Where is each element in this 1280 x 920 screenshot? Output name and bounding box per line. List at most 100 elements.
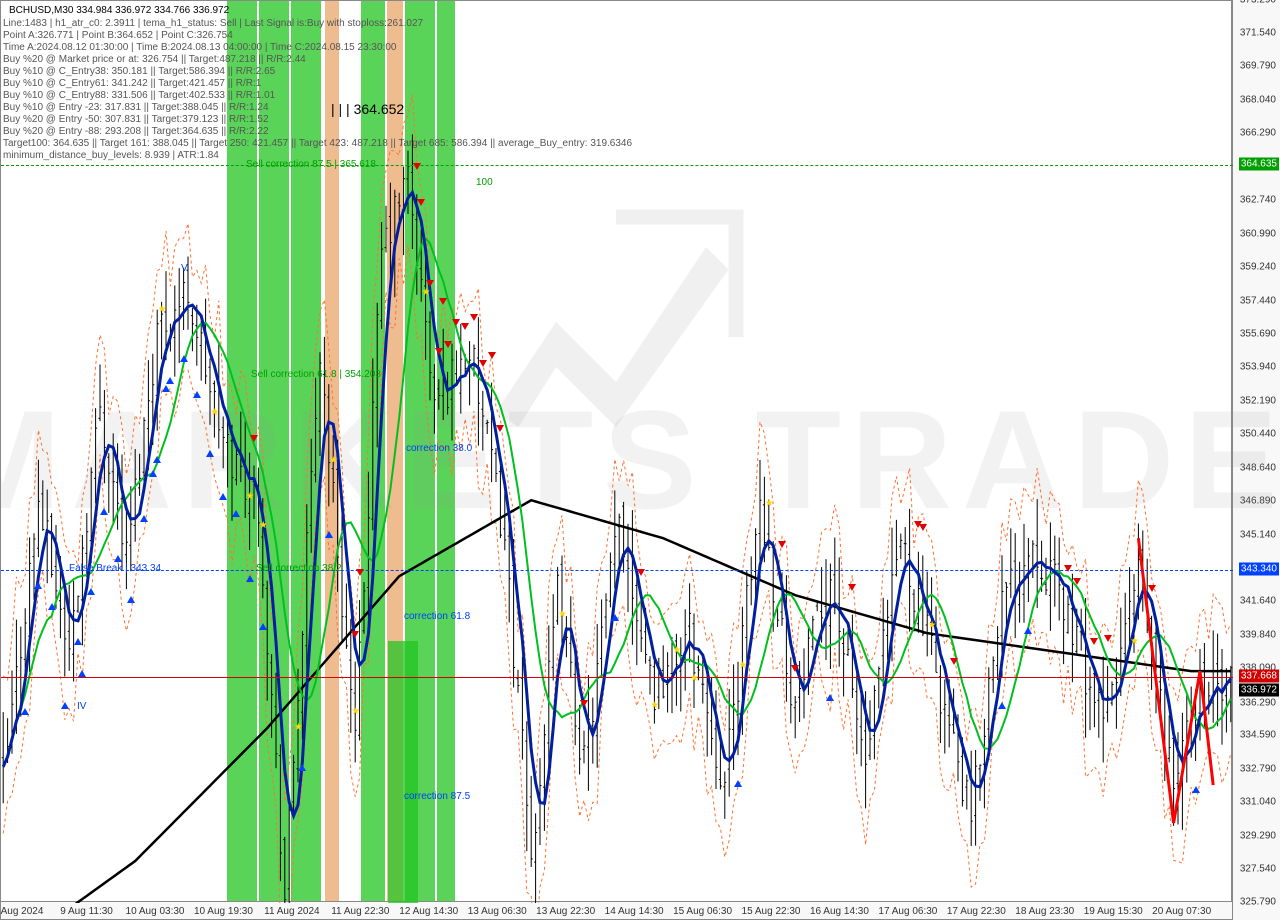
arrow-up-icon — [127, 596, 135, 603]
annotation-iv: IV — [77, 701, 86, 712]
x-axis-label: 18 Aug 23:30 — [1015, 906, 1074, 917]
y-axis-label: 332.790 — [1240, 764, 1276, 775]
star-icon: ★ — [738, 660, 746, 668]
annotation-false-break: False Break | 343.34 — [69, 563, 161, 574]
x-axis-label: 10 Aug 19:30 — [194, 906, 253, 917]
star-icon: ★ — [294, 722, 302, 730]
annotation-100: 100 — [476, 177, 493, 188]
x-axis-label: 11 Aug 22:30 — [331, 906, 389, 917]
arrow-up-icon — [61, 702, 69, 709]
annotation-sell-875: Sell correction 87.5 | 365.618 — [246, 159, 376, 170]
star-icon: ★ — [672, 645, 680, 653]
arrow-down-icon — [580, 700, 588, 707]
arrow-down-icon — [479, 360, 487, 367]
y-axis-label: 359.240 — [1240, 261, 1276, 272]
star-icon: ★ — [329, 455, 337, 463]
arrow-up-icon — [259, 623, 267, 630]
arrow-up-icon — [193, 391, 201, 398]
arrow-down-icon — [444, 341, 452, 348]
arrow-down-icon — [496, 425, 504, 432]
arrow-up-icon — [611, 614, 619, 621]
x-axis-label: 14 Aug 14:30 — [605, 906, 664, 917]
x-axis-label: 17 Aug 22:30 — [947, 906, 1006, 917]
arrow-down-icon — [417, 199, 425, 206]
arrow-down-icon — [356, 569, 364, 576]
info-line: Target100: 364.635 || Target 161: 388.04… — [3, 138, 632, 149]
arrow-up-icon — [206, 450, 214, 457]
y-axis-label: 355.690 — [1240, 329, 1276, 340]
star-icon: ★ — [928, 620, 936, 628]
symbol-ohlc: BCHUSD,M30 334.984 336.972 334.766 336.9… — [9, 5, 229, 16]
x-axis-label: 13 Aug 06:30 — [468, 906, 527, 917]
arrow-up-icon — [826, 694, 834, 701]
arrow-down-icon — [1104, 635, 1112, 642]
arrow-up-icon — [149, 470, 157, 477]
arrow-down-icon — [1073, 578, 1081, 585]
arrow-up-icon — [166, 377, 174, 384]
star-icon: ★ — [650, 700, 658, 708]
arrow-up-icon — [232, 510, 240, 517]
x-axis-label: 10 Aug 03:30 — [126, 906, 185, 917]
star-icon: ★ — [690, 673, 698, 681]
star-icon: ★ — [351, 706, 359, 714]
info-line: Buy %20 @ Entry -50: 307.831 || Target:3… — [3, 114, 269, 125]
arrow-down-icon — [461, 323, 469, 330]
star-icon: ★ — [1130, 636, 1138, 644]
x-axis-label: 16 Aug 14:30 — [810, 906, 869, 917]
chart-area[interactable]: MARKETS TRADE ★★★★★★★★★★★★★★★★ BCHUSD,M3… — [0, 0, 1232, 920]
arrow-up-icon — [153, 456, 161, 463]
arrow-up-icon — [219, 493, 227, 500]
arrow-down-icon — [1064, 565, 1072, 572]
arrow-down-icon — [470, 314, 478, 321]
arrow-up-icon — [140, 515, 148, 522]
info-line: minimum_distance_buy_levels: 8.939 | ATR… — [3, 150, 219, 161]
arrow-down-icon — [778, 541, 786, 548]
x-axis-label: 8 Aug 2024 — [0, 906, 43, 917]
star-icon: ★ — [259, 520, 267, 528]
y-axis-label: 364.635 — [1239, 158, 1279, 171]
info-line: Line:1483 | h1_atr_c0: 2.3911 | tema_h1_… — [3, 18, 423, 29]
arrow-down-icon — [250, 435, 258, 442]
arrow-down-icon — [435, 348, 443, 355]
star-icon: ★ — [765, 498, 773, 506]
star-icon: ★ — [210, 407, 218, 415]
y-axis-label: 357.440 — [1240, 295, 1276, 306]
horizontal-line — [1, 165, 1233, 166]
y-axis-label: 325.790 — [1240, 897, 1276, 908]
x-axis: 8 Aug 20249 Aug 11:3010 Aug 03:3010 Aug … — [1, 901, 1233, 919]
arrow-up-icon — [114, 555, 122, 562]
annotation-corr-618: correction 61.8 — [404, 611, 470, 622]
y-axis-label: 373.290 — [1240, 0, 1276, 6]
x-axis-label: 15 Aug 22:30 — [742, 906, 801, 917]
info-line: Buy %10 @ C_Entry61: 341.242 || Target:4… — [3, 78, 261, 89]
y-axis-label: 329.290 — [1240, 830, 1276, 841]
annotation-sell-382: Sell correction 38.2 — [256, 563, 342, 574]
y-axis-label: 336.972 — [1239, 683, 1279, 696]
x-axis-label: 13 Aug 22:30 — [536, 906, 595, 917]
arrow-up-icon — [48, 603, 56, 610]
annotation-sell-618: Sell correction 61.8 | 354.203 — [251, 369, 381, 380]
arrow-down-icon — [351, 631, 359, 638]
arrow-up-icon — [325, 531, 333, 538]
y-axis-label: 369.790 — [1240, 61, 1276, 72]
annotation-corr-875: correction 87.5 — [404, 791, 470, 802]
arrow-up-icon — [1024, 627, 1032, 634]
y-axis-label: 360.990 — [1240, 228, 1276, 239]
info-line: Buy %20 @ Market price or at: 326.754 ||… — [3, 54, 306, 65]
arrow-up-icon — [74, 638, 82, 645]
arrow-up-icon — [21, 708, 29, 715]
y-axis-label: 353.940 — [1240, 362, 1276, 373]
arrow-down-icon — [413, 163, 421, 170]
y-axis-label: 339.840 — [1240, 630, 1276, 641]
star-icon: ★ — [246, 491, 254, 499]
annotation-v: V — [181, 263, 188, 274]
y-axis-label: 337.668 — [1239, 670, 1279, 683]
star-icon: ★ — [422, 287, 430, 295]
arrow-up-icon — [34, 582, 42, 589]
info-line: Buy %10 @ C_Entry88: 331.506 || Target:4… — [3, 90, 275, 101]
arrow-up-icon — [246, 575, 254, 582]
star-icon: ★ — [558, 609, 566, 617]
y-axis-label: 331.040 — [1240, 797, 1276, 808]
y-axis-label: 327.540 — [1240, 863, 1276, 874]
arrow-down-icon — [426, 280, 434, 287]
